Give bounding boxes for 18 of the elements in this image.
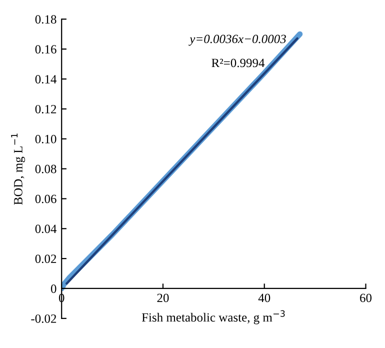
y-tick-label: -0.02 (31, 314, 56, 323)
y-tick-label: 0.16 (35, 45, 56, 54)
y-tick-label: 0.12 (35, 104, 56, 114)
y-tick-label: 0.02 (35, 254, 56, 264)
y-tick-label: 0.10 (35, 134, 56, 144)
y-tick-label: 0.06 (35, 194, 56, 204)
annotation: R²=0.9994 (212, 58, 265, 68)
annotation: y=0.0036x−0.0003 (188, 34, 286, 46)
y-tick-label: 0.04 (35, 224, 57, 234)
x-tick-label: 60 (360, 294, 372, 302)
x-tick-label: 20 (157, 294, 169, 302)
y-tick-label: 0.14 (35, 75, 57, 84)
y-axis-title: BOD, mg L$^{−1}$ (11, 134, 26, 205)
x-tick-label: 40 (258, 294, 270, 302)
y-tick-label: 0.08 (35, 164, 56, 174)
x-axis-title: Fish metabolic waste, g m$^{−3}$ (142, 310, 285, 324)
y-tick-label: 0 (50, 284, 56, 293)
y-tick-label: 0.18 (35, 15, 56, 24)
